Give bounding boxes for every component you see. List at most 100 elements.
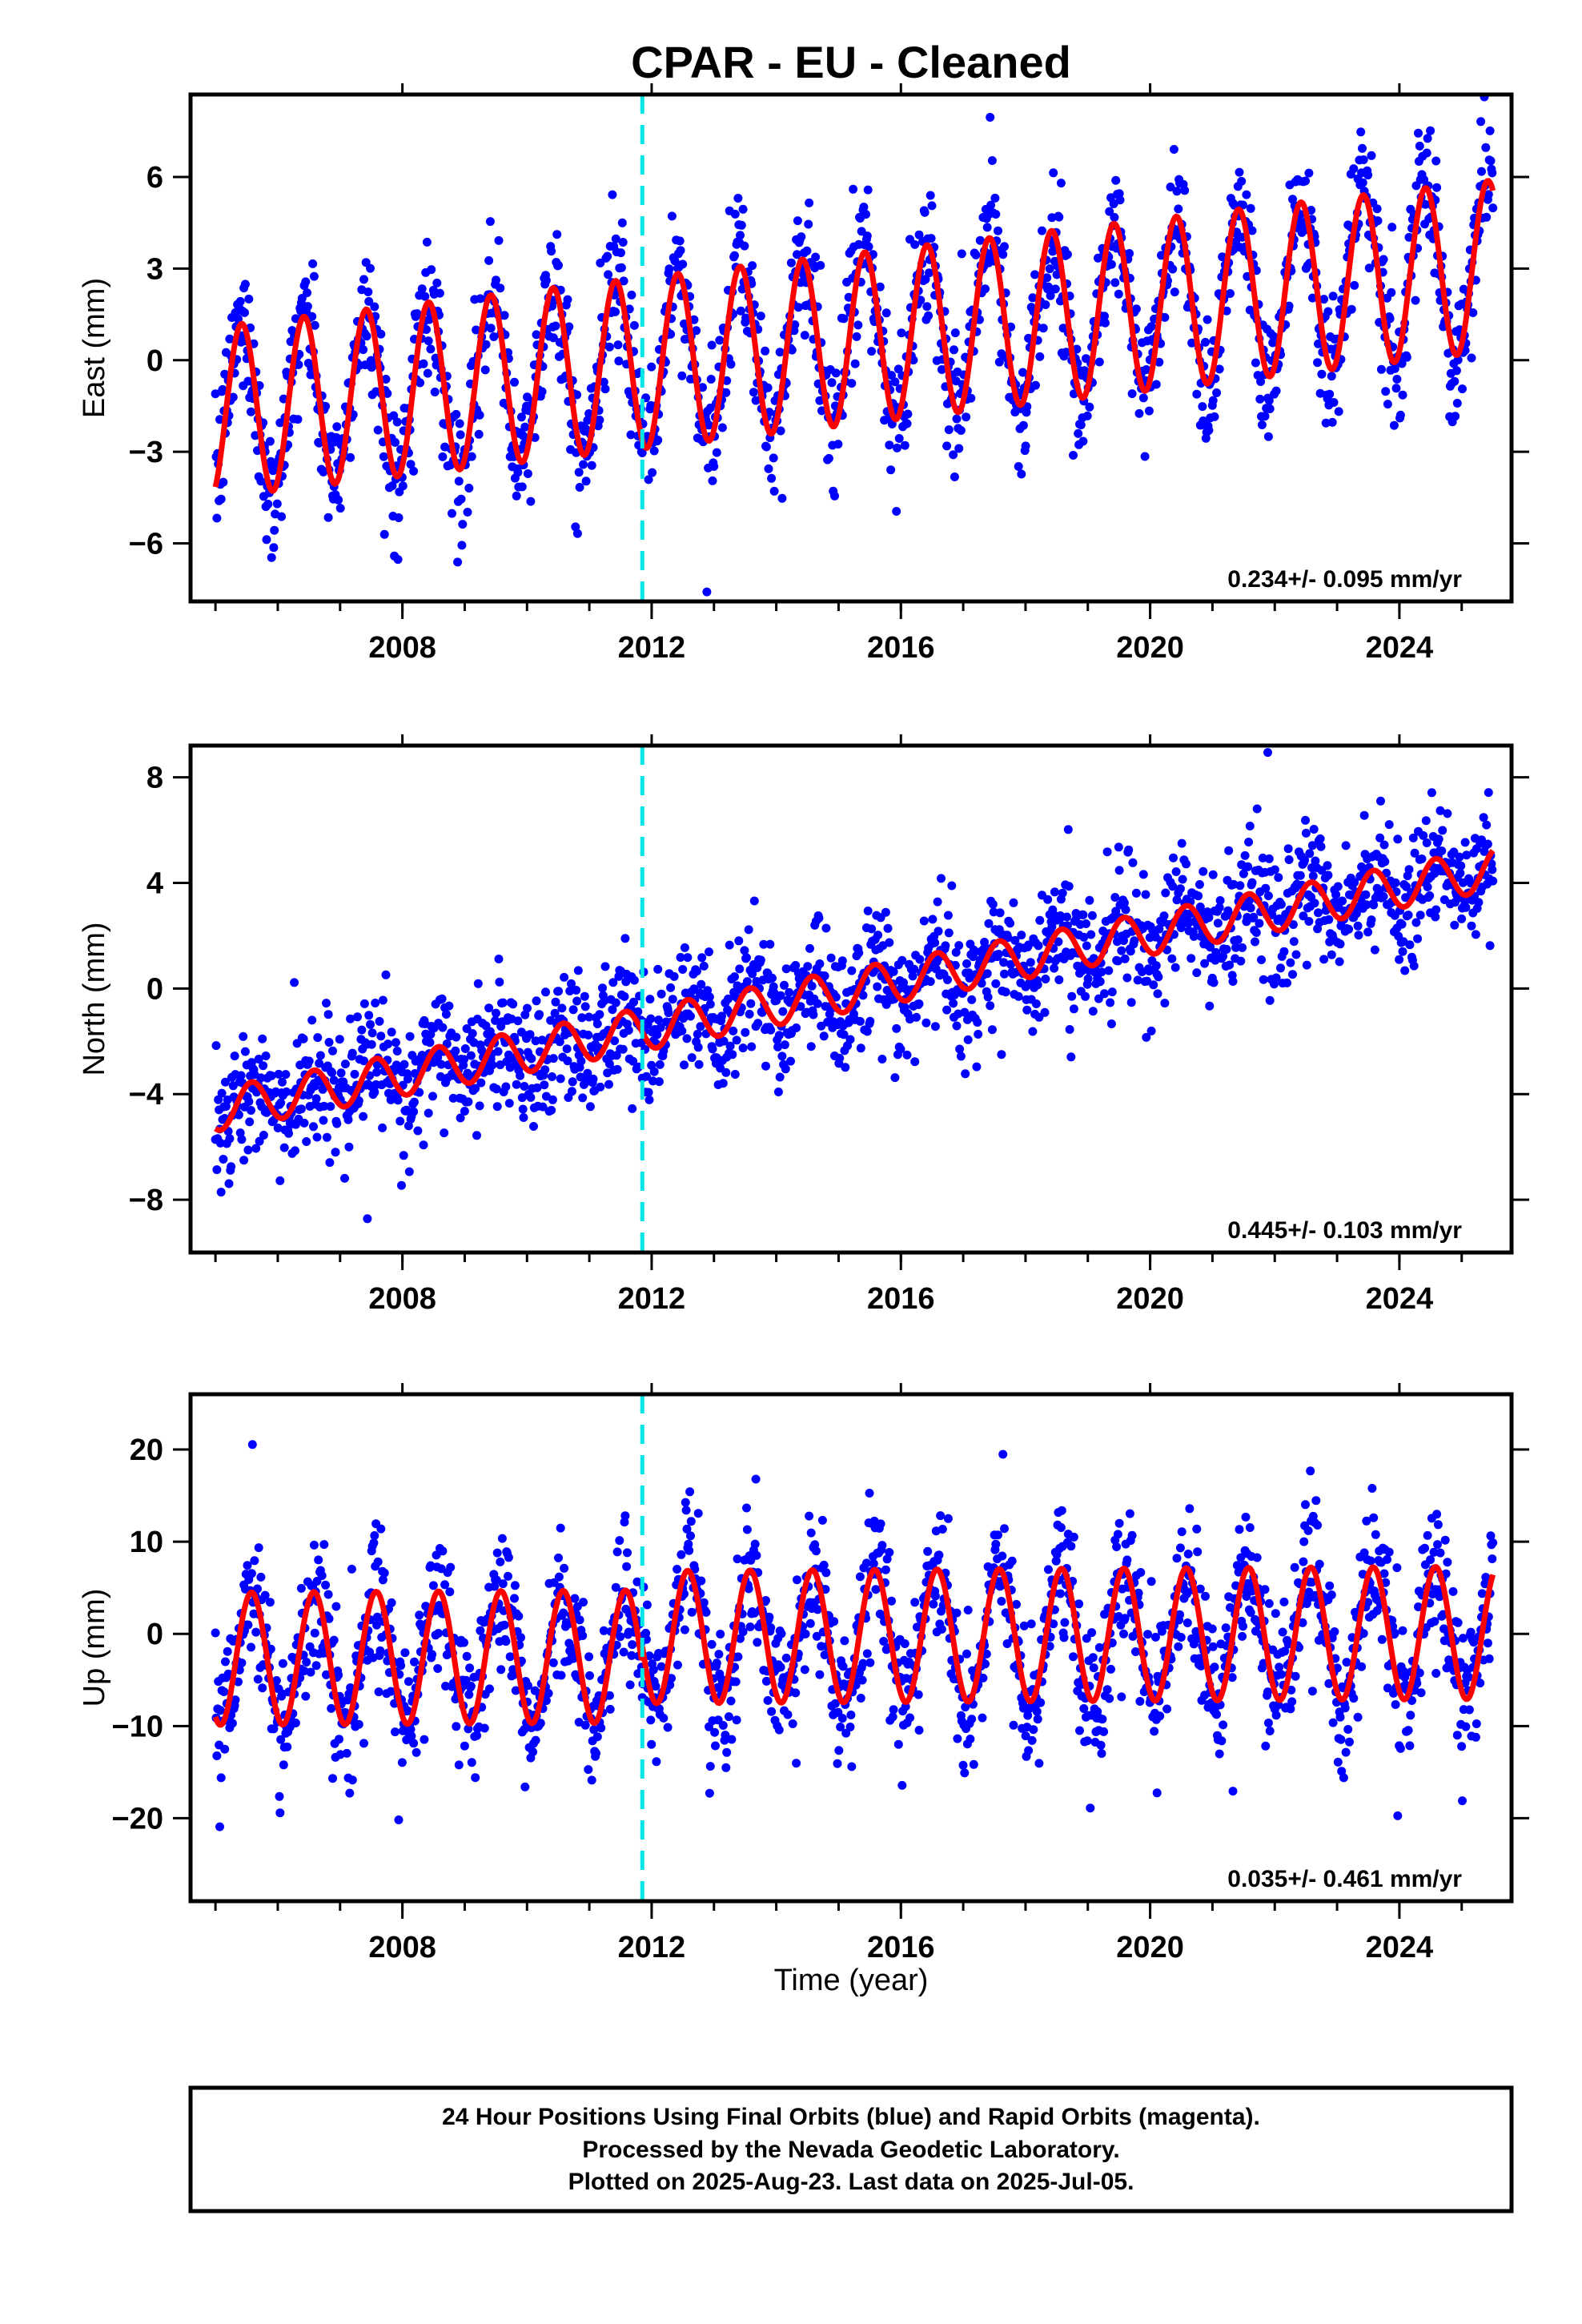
data-point: [1006, 959, 1015, 969]
data-point: [793, 216, 802, 226]
data-point: [1081, 991, 1090, 1001]
data-point: [457, 541, 467, 550]
data-point: [492, 1102, 502, 1112]
data-point: [1018, 368, 1027, 377]
data-point: [254, 1055, 263, 1063]
data-point: [293, 415, 303, 424]
data-point: [387, 1598, 396, 1607]
data-point: [294, 360, 303, 369]
data-point: [678, 259, 688, 269]
data-point: [245, 1117, 255, 1127]
data-point: [742, 953, 751, 963]
data-point: [1110, 893, 1120, 902]
data-point: [315, 1059, 324, 1068]
data-point: [994, 357, 1004, 367]
data-point: [1192, 389, 1202, 399]
data-point: [1154, 357, 1164, 367]
data-point: [472, 325, 481, 335]
data-point: [465, 1663, 475, 1673]
data-point: [1026, 1619, 1036, 1629]
data-point: [460, 1638, 468, 1647]
data-point: [488, 1060, 497, 1070]
data-point: [986, 1001, 995, 1011]
data-point: [791, 1688, 801, 1698]
data-point: [554, 260, 563, 270]
data-point: [1195, 880, 1204, 889]
data-point: [1398, 947, 1407, 956]
data-point: [211, 1628, 220, 1638]
data-point: [1168, 264, 1178, 274]
data-point: [276, 1735, 286, 1744]
data-point: [476, 1626, 485, 1635]
data-point: [615, 1536, 624, 1546]
data-point: [322, 999, 331, 1008]
data-point: [883, 923, 893, 933]
data-point: [1255, 919, 1264, 928]
data-point: [1154, 924, 1164, 934]
data-point: [281, 1070, 291, 1080]
data-point: [855, 1572, 865, 1582]
data-point: [708, 1044, 717, 1054]
data-point: [921, 1018, 931, 1027]
data-point: [1112, 1542, 1122, 1551]
data-point: [726, 360, 736, 369]
data-point: [1106, 1664, 1115, 1674]
data-point: [777, 1629, 786, 1638]
y-tick-label: 8: [147, 762, 163, 795]
data-point: [861, 210, 870, 219]
data-point: [326, 1102, 335, 1112]
data-point: [376, 329, 386, 339]
data-point: [915, 955, 925, 964]
data-point: [496, 283, 505, 293]
data-point: [730, 251, 739, 260]
data-point: [936, 1511, 946, 1521]
data-point: [722, 376, 732, 385]
data-point: [247, 407, 255, 416]
data-point: [1130, 936, 1139, 946]
data-point: [686, 1531, 695, 1541]
data-point: [464, 1690, 474, 1699]
data-point: [404, 1706, 412, 1715]
data-point: [765, 1612, 774, 1622]
data-point: [786, 1056, 795, 1066]
data-point: [809, 1010, 818, 1019]
data-point: [563, 1056, 572, 1066]
data-point: [738, 1043, 748, 1053]
data-point: [967, 995, 977, 1004]
data-point: [1117, 946, 1126, 955]
data-point: [296, 1104, 306, 1114]
data-point: [529, 1122, 538, 1131]
data-point: [364, 1011, 374, 1020]
data-point: [611, 998, 620, 1007]
data-point: [592, 1019, 602, 1028]
data-point: [531, 1036, 540, 1046]
data-point: [1063, 825, 1073, 834]
data-point: [1200, 959, 1210, 968]
data-point: [1486, 156, 1496, 166]
data-point: [409, 1107, 419, 1116]
data-point: [628, 1640, 637, 1650]
data-point: [587, 1775, 596, 1785]
data-point: [969, 1759, 978, 1769]
data-point: [736, 306, 745, 316]
data-point: [394, 1815, 404, 1824]
data-point: [605, 1704, 615, 1714]
data-point: [1175, 884, 1185, 894]
data-point: [699, 1598, 709, 1607]
data-point: [821, 923, 831, 933]
plot-area: [191, 94, 1512, 601]
data-point: [572, 390, 582, 400]
data-point: [912, 1012, 921, 1022]
data-point: [1483, 839, 1492, 849]
data-point: [1263, 748, 1272, 758]
data-point: [463, 508, 472, 517]
data-point: [653, 436, 663, 444]
data-point: [1079, 932, 1089, 942]
data-point: [987, 156, 997, 165]
data-point: [406, 1725, 416, 1734]
data-point: [910, 239, 920, 249]
data-point: [319, 1101, 329, 1111]
data-point: [404, 1074, 412, 1084]
data-point: [726, 1696, 736, 1706]
data-point: [962, 959, 971, 968]
